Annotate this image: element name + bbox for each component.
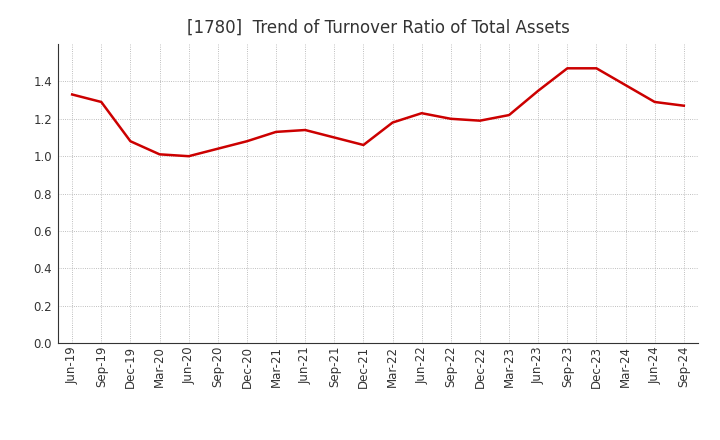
Title: [1780]  Trend of Turnover Ratio of Total Assets: [1780] Trend of Turnover Ratio of Total … [186, 19, 570, 37]
